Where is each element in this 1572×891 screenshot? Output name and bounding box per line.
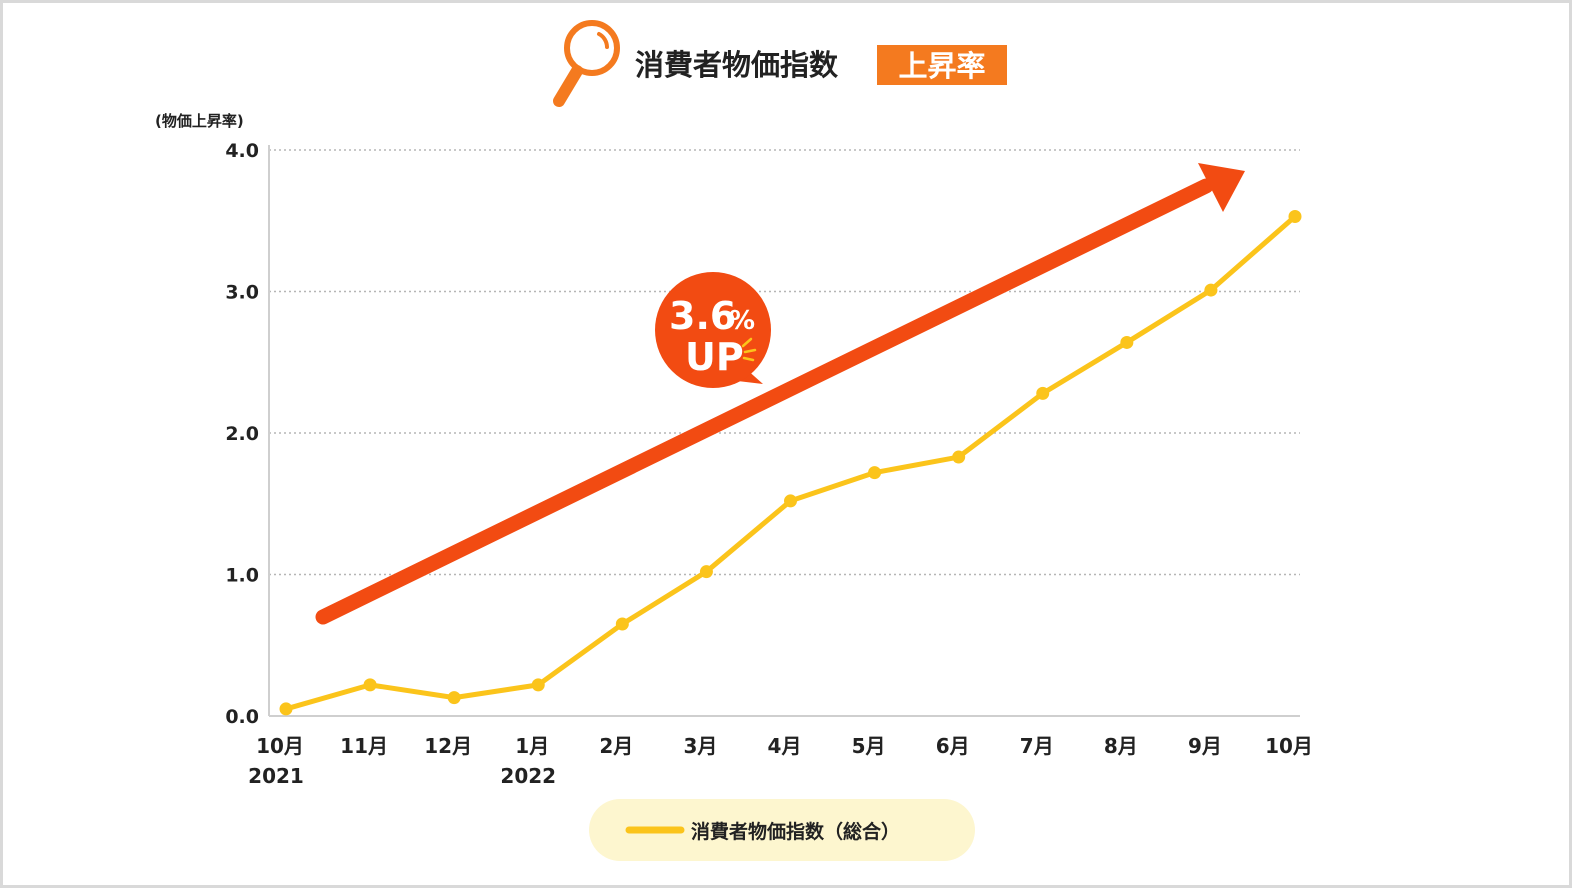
x-tick-label: 4月 xyxy=(768,734,802,758)
data-point xyxy=(1289,210,1302,223)
y-tick-label: 0.0 xyxy=(225,706,259,728)
x-tick-label: 6月 xyxy=(936,734,970,758)
increase-bubble: 3.6 % UP xyxy=(655,272,771,388)
x-tick-labels: 10月 2021 11月 12月 1月 2022 2月 3月 4月 5月 6月 7月 8月 9月 10月 xyxy=(248,734,1313,788)
series-line xyxy=(286,217,1295,709)
x-tick-label: 8月 xyxy=(1104,734,1138,758)
y-tick-label: 4.0 xyxy=(225,140,259,162)
trend-arrow xyxy=(323,163,1245,617)
x-tick-label: 2月 xyxy=(599,734,633,758)
data-point xyxy=(532,678,545,691)
x-tick-label: 3月 xyxy=(683,734,717,758)
data-point xyxy=(868,466,881,479)
cpi-chart: 消費者物価指数 上昇率 (物価上昇率) 0.0 1.0 2.0 3.0 4.0 10月 2… xyxy=(3,3,1572,891)
data-point xyxy=(1204,284,1217,297)
y-tick-labels: 0.0 1.0 2.0 3.0 4.0 xyxy=(225,140,259,728)
axes xyxy=(269,145,1300,716)
x-tick-label: 1月 xyxy=(515,734,549,758)
x-tick-year: 2021 xyxy=(248,764,304,788)
series-cpi xyxy=(280,210,1302,715)
data-point xyxy=(364,678,377,691)
legend: 消費者物価指数（総合） xyxy=(589,799,975,861)
y-axis-label: (物価上昇率) xyxy=(155,112,244,130)
x-tick-label: 9月 xyxy=(1188,734,1222,758)
y-tick-label: 2.0 xyxy=(225,423,259,445)
x-tick-label: 10月 xyxy=(256,734,304,758)
data-point xyxy=(448,691,461,704)
data-point xyxy=(952,451,965,464)
bubble-unit: % xyxy=(729,306,755,336)
y-tick-label: 1.0 xyxy=(225,565,259,587)
data-point xyxy=(784,494,797,507)
legend-label: 消費者物価指数（総合） xyxy=(691,820,900,843)
chart-frame: 消費者物価指数 上昇率 (物価上昇率) 0.0 1.0 2.0 3.0 4.0 10月 2… xyxy=(0,0,1572,888)
data-point xyxy=(616,618,629,631)
title-badge: 上昇率 xyxy=(877,45,1007,85)
x-tick-label: 10月 xyxy=(1265,734,1313,758)
x-tick-year: 2022 xyxy=(500,764,556,788)
data-point xyxy=(1120,336,1133,349)
data-point xyxy=(1036,387,1049,400)
data-point xyxy=(280,702,293,715)
magnifier-icon xyxy=(559,23,617,101)
bubble-value: 3.6 xyxy=(669,294,736,338)
title-badge-label: 上昇率 xyxy=(898,49,985,83)
data-point xyxy=(700,565,713,578)
x-tick-label: 12月 xyxy=(424,734,472,758)
bubble-label: UP xyxy=(685,335,744,379)
page-title: 消費者物価指数 xyxy=(635,48,839,82)
x-tick-label: 7月 xyxy=(1020,734,1054,758)
x-tick-label: 11月 xyxy=(340,734,388,758)
x-tick-label: 5月 xyxy=(852,734,886,758)
y-tick-label: 3.0 xyxy=(225,282,259,304)
